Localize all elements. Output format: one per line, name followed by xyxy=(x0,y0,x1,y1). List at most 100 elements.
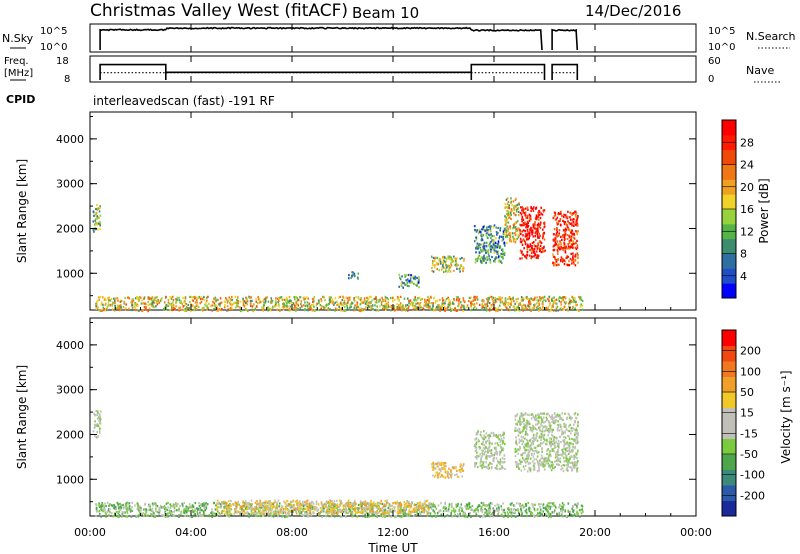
range-cell xyxy=(320,509,323,512)
range-cell xyxy=(270,297,273,300)
range-cell xyxy=(351,271,353,274)
range-cell xyxy=(477,257,480,260)
range-cell xyxy=(290,500,292,503)
range-cell xyxy=(445,297,448,301)
range-cell xyxy=(143,514,145,518)
range-cell xyxy=(487,509,489,512)
range-cell xyxy=(475,514,478,517)
range-cell xyxy=(484,229,487,232)
range-cell xyxy=(475,512,477,515)
range-cell xyxy=(517,297,519,300)
range-cell xyxy=(399,276,401,279)
range-cell xyxy=(117,306,120,309)
range-cell xyxy=(555,218,558,221)
range-cell xyxy=(440,463,442,466)
range-cell xyxy=(565,247,567,250)
range-cell xyxy=(273,502,275,505)
range-cell xyxy=(174,308,176,311)
range-cell xyxy=(537,230,539,233)
range-cell xyxy=(479,453,482,456)
range-cell xyxy=(451,502,453,505)
range-cell xyxy=(131,304,133,307)
range-cell xyxy=(482,258,484,261)
range-cell xyxy=(235,508,237,511)
range-cell xyxy=(362,506,364,510)
range-cell xyxy=(384,514,387,517)
range-cell xyxy=(478,445,480,449)
range-cell xyxy=(470,305,472,308)
range-cell xyxy=(550,307,553,310)
range-cell xyxy=(489,260,492,263)
range-cell xyxy=(499,301,502,304)
range-cell xyxy=(540,508,542,511)
range-cell xyxy=(542,228,544,231)
range-cell xyxy=(372,510,375,513)
range-cell xyxy=(501,457,504,460)
range-cell xyxy=(454,307,456,310)
range-cell xyxy=(334,309,336,312)
range-cell xyxy=(293,503,295,506)
range-cell xyxy=(111,504,114,507)
range-cell xyxy=(510,213,512,217)
range-cell xyxy=(444,505,447,509)
range-cell xyxy=(119,502,122,505)
range-cell xyxy=(264,501,267,504)
range-cell xyxy=(169,506,172,509)
range-cell xyxy=(485,432,488,435)
range-cell xyxy=(310,306,312,309)
range-cell xyxy=(318,301,320,305)
range-cell xyxy=(227,309,229,312)
range-cell xyxy=(375,513,378,516)
range-cell xyxy=(269,500,271,503)
range-cell xyxy=(138,509,140,512)
range-cell xyxy=(242,302,245,305)
range-cell xyxy=(381,512,384,515)
range-cell xyxy=(104,309,106,312)
range-cell xyxy=(316,506,318,509)
range-cell xyxy=(353,272,356,275)
range-cell xyxy=(419,304,421,307)
range-cell xyxy=(553,300,555,303)
range-cell xyxy=(485,435,487,438)
range-cell xyxy=(442,266,445,269)
range-cell xyxy=(318,514,321,517)
range-cell xyxy=(524,221,526,224)
range-cell xyxy=(490,248,493,251)
range-cell xyxy=(193,510,195,514)
range-cell xyxy=(260,515,262,518)
range-cell xyxy=(561,299,563,302)
range-cell xyxy=(276,511,278,514)
range-cell xyxy=(488,466,491,470)
range-cell xyxy=(128,505,131,508)
range-cell xyxy=(163,301,166,304)
range-cell xyxy=(324,514,327,517)
range-cell xyxy=(304,504,307,507)
range-cell xyxy=(382,512,385,515)
range-cell xyxy=(96,215,98,218)
range-cell xyxy=(481,238,484,242)
range-cell xyxy=(530,231,533,234)
range-cell xyxy=(250,510,253,513)
range-cell xyxy=(479,228,481,231)
range-cell xyxy=(219,506,222,509)
range-cell xyxy=(477,246,479,249)
range-cell xyxy=(488,296,490,299)
range-cell xyxy=(271,512,273,515)
range-cell xyxy=(94,420,96,423)
range-cell xyxy=(402,507,405,510)
range-cell xyxy=(402,286,404,289)
range-cell xyxy=(267,510,270,513)
range-cell xyxy=(396,505,399,508)
range-cell xyxy=(302,304,305,307)
range-cell xyxy=(204,303,206,306)
range-cell xyxy=(189,515,191,518)
range-cell xyxy=(419,306,421,309)
range-cell xyxy=(261,502,263,505)
range-cell xyxy=(302,507,305,511)
range-cell xyxy=(337,508,339,511)
range-cell xyxy=(473,303,476,306)
range-cell xyxy=(474,240,476,243)
range-cell xyxy=(534,252,536,256)
range-cell xyxy=(406,307,408,310)
range-cell xyxy=(409,512,412,515)
